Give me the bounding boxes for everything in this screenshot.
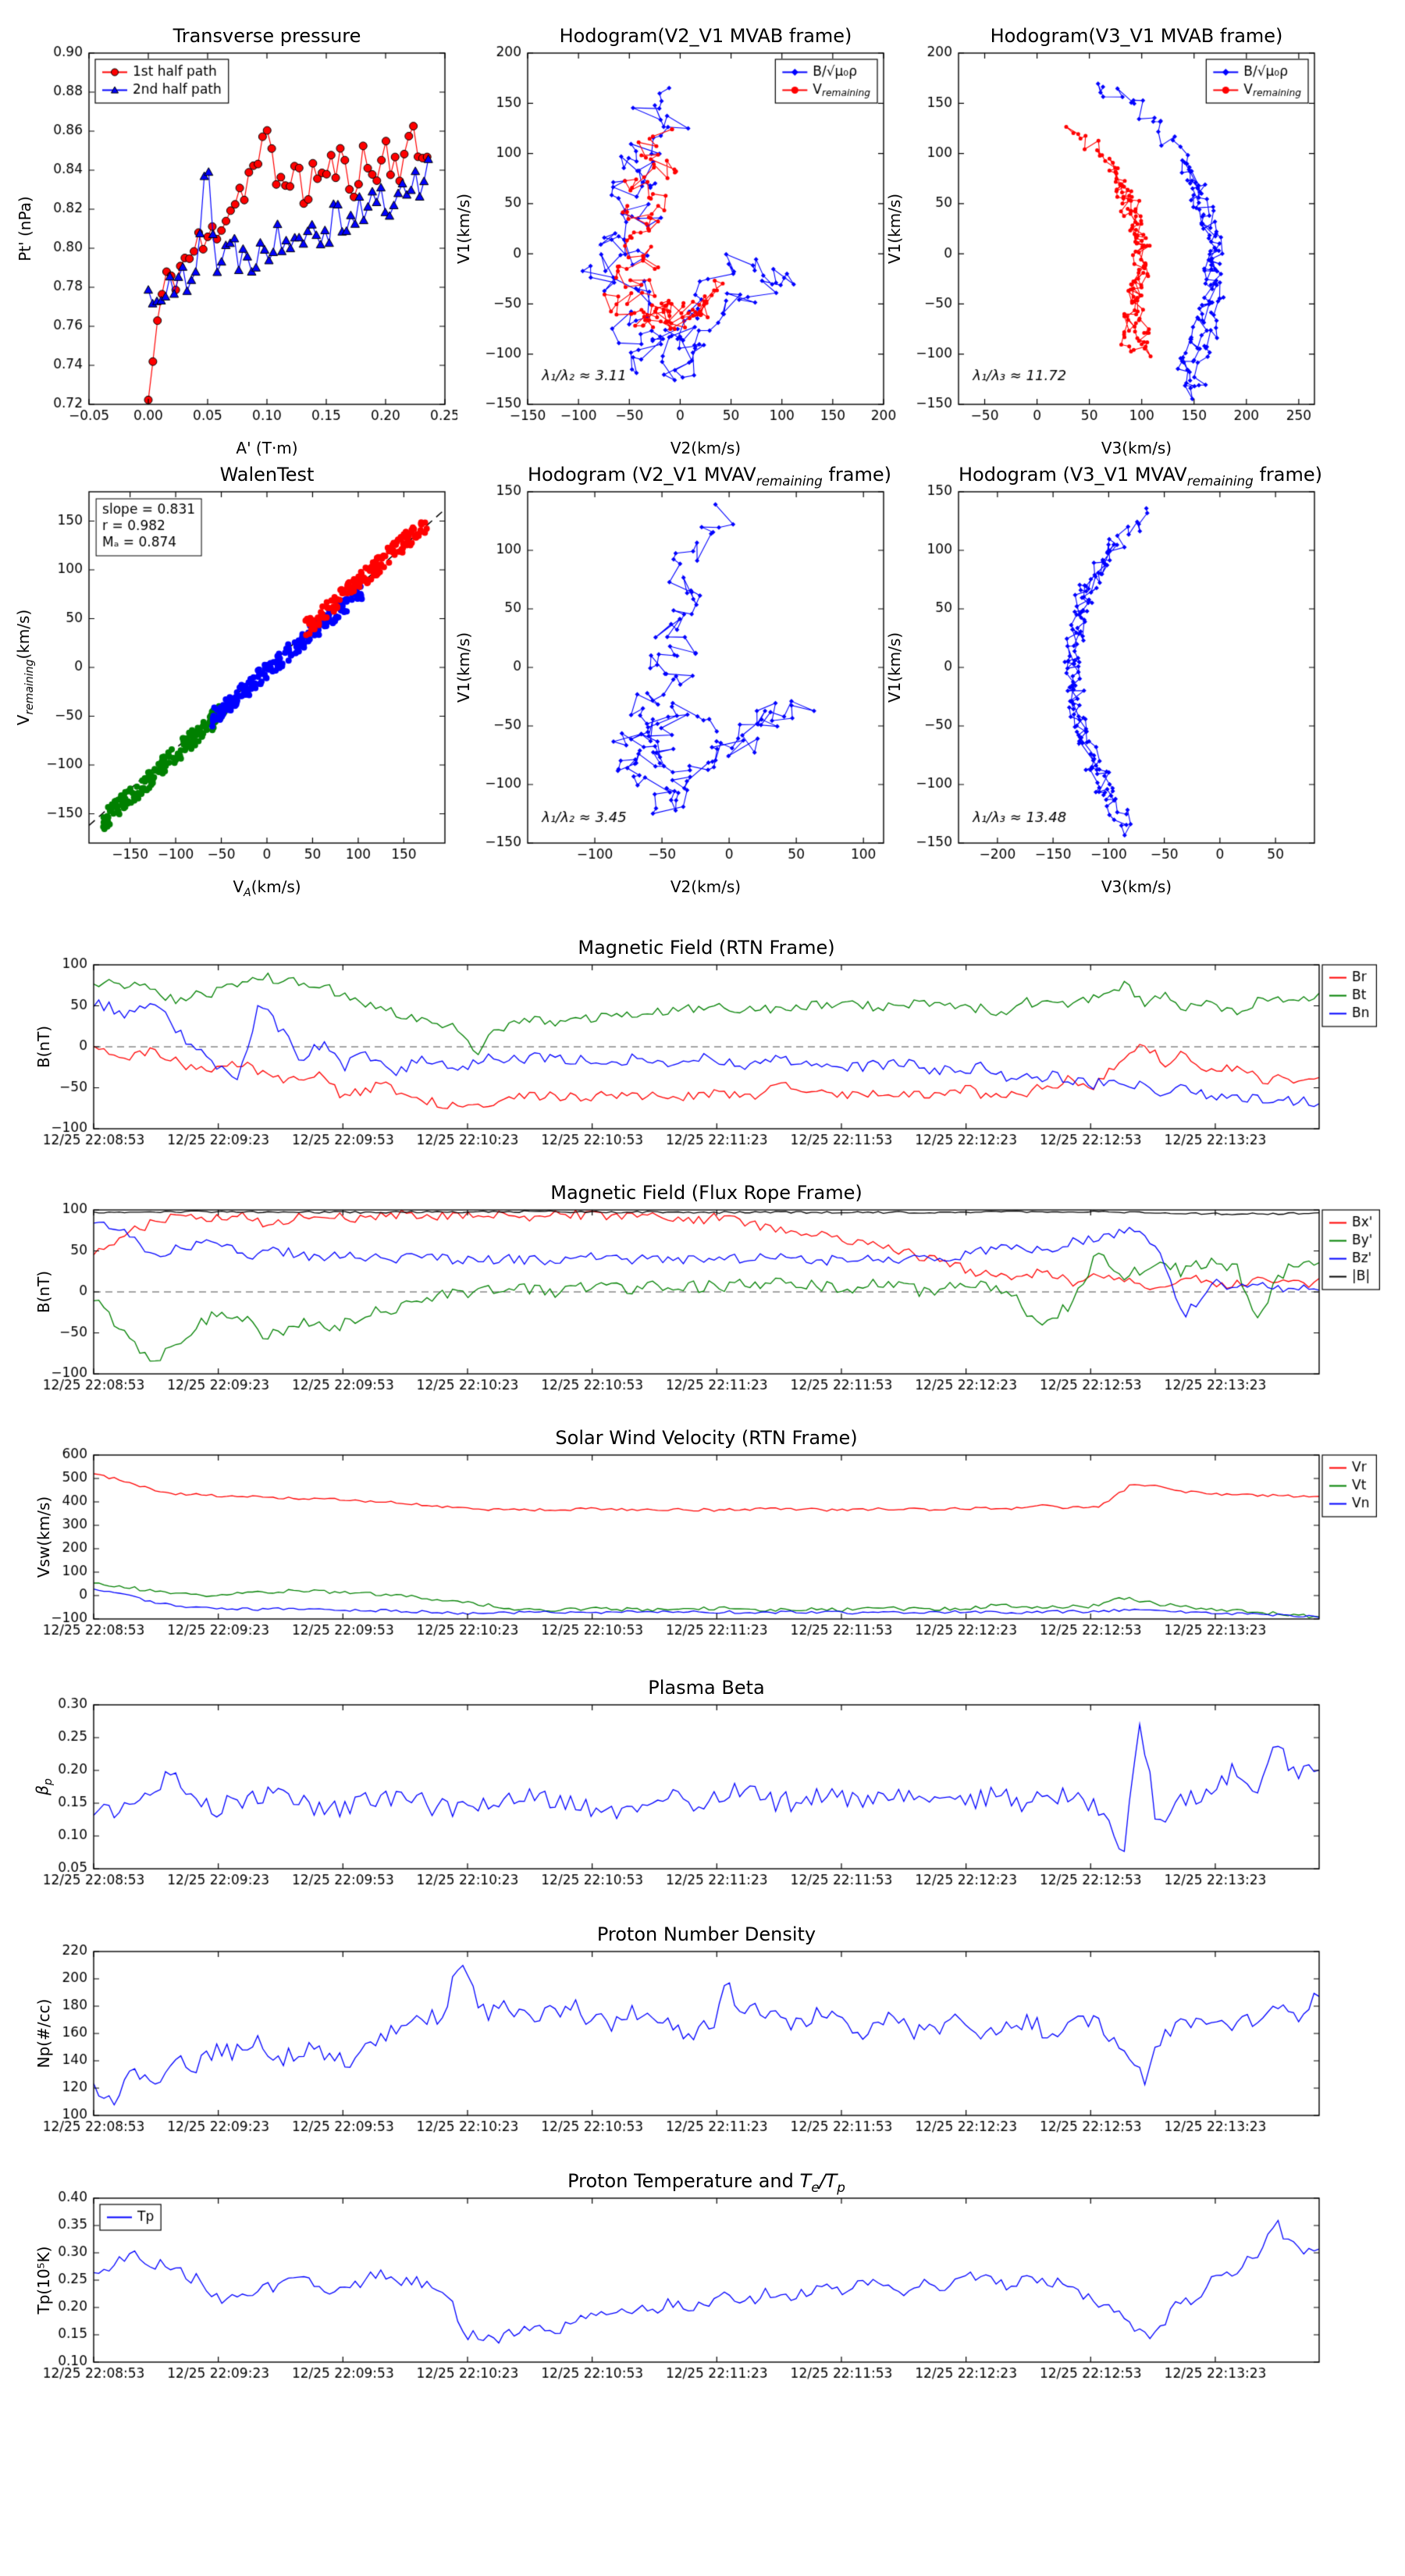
y-axis-label: V1(km/s) [454, 193, 473, 265]
hodogram-v2v1-mvav-panel: Hodogram (V2_V1 MVAVremaining frame) V1(… [443, 451, 896, 916]
hodogram-v2v1-mvab-panel: Hodogram(V2_V1 MVAB frame) V1(km/s) V2(k… [443, 12, 896, 478]
x-axis-label: VA(km/s) [233, 877, 301, 899]
hodogram-v2v1-mvav-canvas [443, 451, 896, 916]
panel-title: Magnetic Field (Flux Rope Frame) [550, 1182, 863, 1204]
magnetic-field-rtn-panel: Magnetic Field (RTN Frame) B(nT) [0, 934, 1405, 1179]
y-axis-label: Vsw(km/s) [34, 1496, 53, 1578]
walen-test-canvas [5, 451, 457, 916]
y-axis-label: B(nT) [34, 1025, 53, 1069]
x-axis-label: V3(km/s) [1101, 877, 1172, 896]
hodogram-v2v1-mvab-canvas [443, 12, 896, 478]
transverse-pressure-panel: Transverse pressure Pt' (nPa) A' (T·m) [5, 12, 457, 478]
panel-title: Proton Number Density [596, 1923, 816, 1945]
plasma-beta-panel: Plasma Beta βp [0, 1674, 1405, 1919]
y-axis-label: Tp(10⁵K) [34, 2246, 53, 2314]
plasma-beta-canvas [0, 1674, 1405, 1919]
panel-title: Magnetic Field (RTN Frame) [578, 937, 835, 959]
hodogram-v3v1-mvab-panel: Hodogram(V3_V1 MVAB frame) V1(km/s) V3(k… [874, 12, 1327, 478]
proton-temperature-canvas [0, 2167, 1405, 2412]
panel-title: Hodogram (V3_V1 MVAVremaining frame) [959, 464, 1323, 489]
proton-temperature-panel: Proton Temperature and Te/Tp Tp(10⁵K) [0, 2167, 1405, 2412]
walen-test-panel: WalenTest Vremaining(km/s) VA(km/s) [5, 451, 457, 916]
y-axis-label: V1(km/s) [885, 632, 904, 703]
proton-density-panel: Proton Number Density Np(#/cc) [0, 1920, 1405, 2165]
panel-title: Transverse pressure [173, 25, 361, 47]
magnetic-field-flux-rope-panel: Magnetic Field (Flux Rope Frame) B(nT) [0, 1179, 1405, 1424]
y-axis-label: Np(#/cc) [34, 1998, 53, 2069]
y-axis-label: Vremaining(km/s) [14, 609, 36, 726]
panel-title: WalenTest [219, 464, 315, 486]
x-axis-label: V2(km/s) [670, 877, 742, 896]
hodogram-v3v1-mvab-canvas [874, 12, 1327, 478]
y-axis-label: B(nT) [34, 1270, 53, 1314]
y-axis-label: V1(km/s) [885, 193, 904, 265]
panel-title: Proton Temperature and Te/Tp [567, 2170, 845, 2195]
y-axis-label: βp [33, 1778, 55, 1795]
transverse-pressure-canvas [5, 12, 457, 478]
panel-title: Solar Wind Velocity (RTN Frame) [555, 1427, 858, 1449]
solar-wind-velocity-panel: Solar Wind Velocity (RTN Frame) Vsw(km/s… [0, 1424, 1405, 1669]
hodogram-v3v1-mvav-canvas [874, 451, 1327, 916]
hodogram-v3v1-mvav-panel: Hodogram (V3_V1 MVAVremaining frame) V1(… [874, 451, 1327, 916]
proton-density-canvas [0, 1920, 1405, 2165]
y-axis-label: V1(km/s) [454, 632, 473, 703]
panel-title: Hodogram(V3_V1 MVAB frame) [990, 25, 1283, 47]
panel-title: Hodogram(V2_V1 MVAB frame) [559, 25, 852, 47]
magnetic-field-rtn-canvas [0, 934, 1405, 1179]
y-axis-label: Pt' (nPa) [16, 196, 34, 262]
panel-title: Plasma Beta [648, 1677, 765, 1699]
magnetic-field-flux-rope-canvas [0, 1179, 1405, 1424]
solar-wind-velocity-canvas [0, 1424, 1405, 1669]
panel-title: Hodogram (V2_V1 MVAVremaining frame) [528, 464, 892, 489]
